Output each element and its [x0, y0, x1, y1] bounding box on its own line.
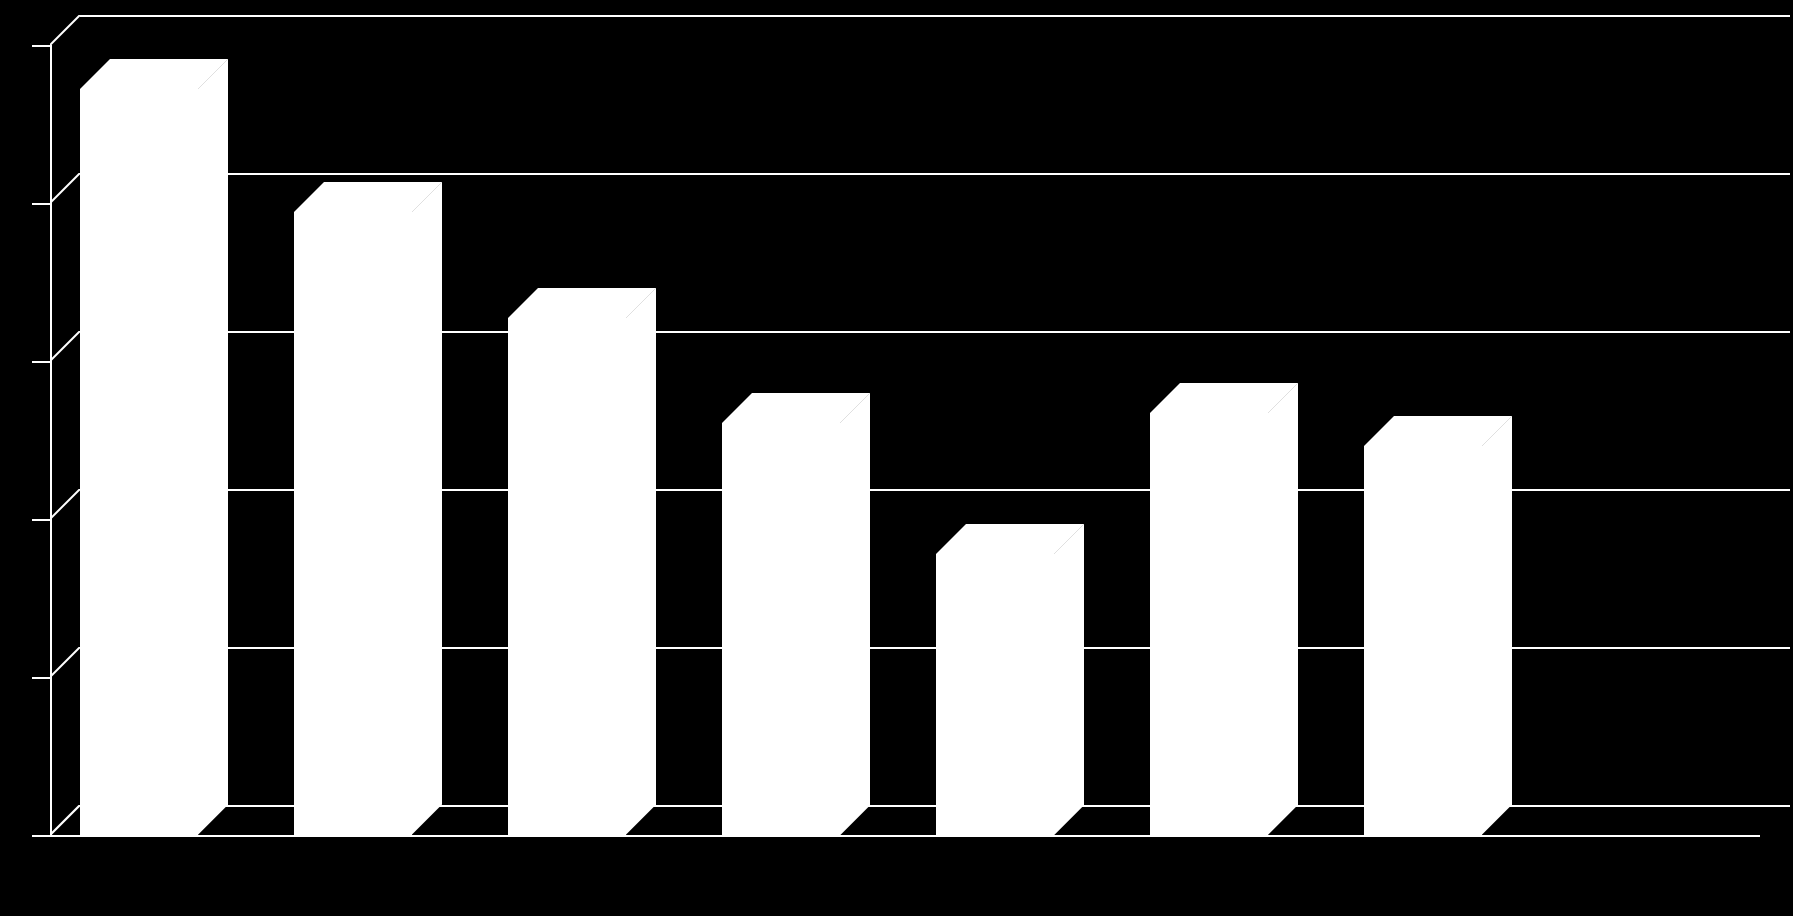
y-tick	[32, 45, 50, 47]
bar-chart	[0, 0, 1793, 916]
y-tick	[32, 677, 50, 679]
bar	[294, 15, 442, 835]
bar-front-face	[722, 423, 840, 835]
bar-front-face	[508, 318, 626, 835]
y-tick	[32, 519, 50, 521]
bar-front-face	[294, 212, 412, 835]
y-tick	[32, 361, 50, 363]
bar	[1364, 15, 1512, 835]
bar-front-face	[1364, 446, 1482, 835]
y-tick	[32, 835, 50, 837]
plot-area	[50, 15, 1790, 835]
bar-front-face	[80, 89, 198, 835]
bar	[1150, 15, 1298, 835]
bar-front-face	[1150, 413, 1268, 835]
bar	[722, 15, 870, 835]
y-tick	[32, 203, 50, 205]
bar	[936, 15, 1084, 835]
bar	[80, 15, 228, 835]
y-axis	[50, 45, 52, 835]
bar-front-face	[936, 554, 1054, 835]
x-axis-front	[50, 835, 1760, 837]
bar	[508, 15, 656, 835]
